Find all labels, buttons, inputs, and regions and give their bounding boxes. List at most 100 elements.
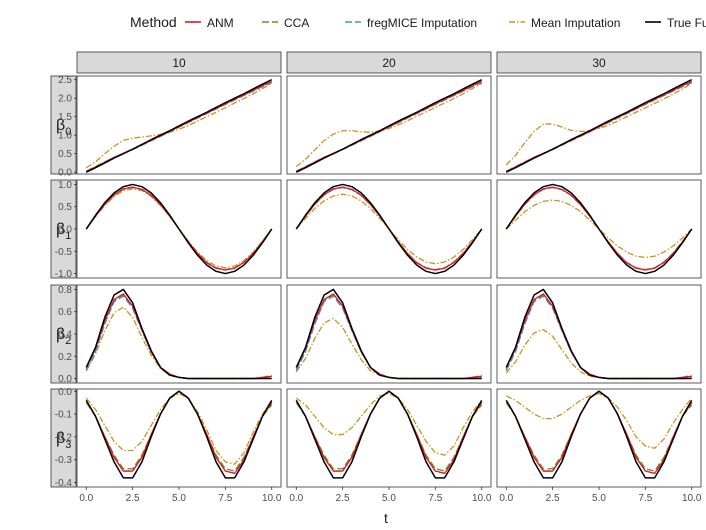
x-tick-label: 7.5 [218, 493, 232, 504]
strip-box [50, 284, 77, 384]
y-tick-label: 0.0 [58, 374, 72, 385]
legend-title: Method [130, 14, 177, 30]
series-line-mean-imputation [505, 392, 693, 449]
series-line-true-function [505, 79, 693, 173]
x-tick-label: 7.5 [638, 493, 652, 504]
x-tick-label: 5.0 [172, 493, 186, 504]
row-strips: β0 β1 β2 β3 [50, 75, 77, 488]
y-tick-label: 1.5 [58, 112, 72, 123]
y-tick-label: 0.8 [58, 285, 72, 296]
panel-frame [286, 284, 492, 384]
column-strip-10: 10 [76, 51, 282, 74]
y-tick-label: 0.6 [58, 307, 72, 318]
panel-frame [76, 388, 282, 488]
legend-item-mean-imputation: Mean Imputation [509, 16, 620, 30]
strip-box [286, 51, 492, 74]
series-line-true-function [295, 183, 483, 275]
x-tick-label: 7.5 [428, 493, 442, 504]
row-strip-0: β0 [50, 75, 77, 175]
series-line-true-function [505, 288, 692, 380]
x-tick-label: 5.0 [592, 493, 606, 504]
x-tick-label: 2.5 [126, 493, 140, 504]
x-tick-label: 5.0 [382, 493, 396, 504]
row-strip-3: β3 [50, 388, 77, 488]
y-tick-label: 0.0 [58, 168, 72, 179]
series-line-mean-imputation [295, 392, 483, 456]
panel-frame [286, 388, 492, 488]
panel-frame [76, 284, 282, 384]
legend: Method ANM CCA fregMICE Imputation Mean Imp… [130, 14, 706, 30]
panel-2-20 [286, 284, 492, 384]
y-tick-label: -1.0 [55, 269, 73, 280]
series-line-mean-imputation [295, 82, 483, 168]
legend-label: CCA [284, 16, 309, 30]
panel-1-20 [286, 179, 492, 279]
y-tick-label: 0.2 [58, 352, 72, 363]
panel-3-10: -0.4 -0.3 -0.2 -0.1 0.0 0.0 2.5 5.0 7.5 10.0 [55, 387, 282, 504]
panel-0-10: 0.0 0.5 1.0 1.5 2.0 2.5 [58, 75, 282, 179]
legend-item-true-function: True Function [645, 16, 706, 30]
column-strip-30: 30 [496, 51, 702, 74]
series-line-true-function [85, 79, 273, 173]
row-strip-2: β2 [50, 284, 77, 384]
legend-label: fregMICE Imputation [367, 16, 477, 30]
strip-label: β0 [56, 117, 71, 138]
series-line-true-function [295, 79, 483, 173]
x-tick-label: 10.0 [262, 493, 282, 504]
series-line-true-function [505, 390, 693, 479]
x-tick-label: 2.5 [336, 493, 350, 504]
legend-item-anm: ANM [185, 16, 234, 30]
y-tick-label: -0.2 [55, 432, 73, 443]
panel-3-30: 0.0 2.5 5.0 7.5 10.0 [496, 388, 702, 504]
y-tick-label: -0.1 [55, 410, 73, 421]
strip-box [50, 75, 77, 175]
legend-item-cca: CCA [262, 16, 309, 30]
legend-label: True Function [667, 16, 706, 30]
panel-2-30 [496, 284, 702, 384]
strip-label: β1 [56, 221, 71, 242]
strip-label: 20 [382, 56, 396, 70]
series-line-mean-imputation [85, 82, 273, 169]
x-axis-label: t [384, 510, 388, 526]
series-line-true-function [85, 183, 273, 275]
strip-box [76, 51, 282, 74]
panel-2-10: 0.0 0.2 0.4 0.6 0.8 [58, 284, 282, 385]
series-line-true-function [295, 288, 482, 380]
series-line-true-function [505, 183, 693, 275]
strip-label: β3 [56, 430, 71, 451]
strip-box [50, 388, 77, 488]
panels: 0.00.51.01.52.02.5-1.0-0.50.00.51.00.00.… [55, 75, 702, 504]
x-tick-label: 10.0 [682, 493, 702, 504]
legend-item-fregmice-imputation: fregMICE Imputation [345, 16, 477, 30]
y-tick-label: 2.0 [58, 94, 72, 105]
series-line-mean-imputation [505, 82, 693, 166]
x-tick-label: 0.0 [79, 493, 93, 504]
x-tick-label: 0.0 [289, 493, 303, 504]
strip-box [496, 51, 702, 74]
y-tick-label: -0.4 [55, 478, 73, 489]
panel-0-20 [286, 75, 492, 175]
y-tick-label: 1.0 [58, 131, 72, 142]
series-line-true-function [85, 288, 272, 380]
panel-3-20: 0.0 2.5 5.0 7.5 10.0 [286, 388, 492, 504]
column-strip-20: 20 [286, 51, 492, 74]
y-tick-label: 0.5 [58, 202, 72, 213]
y-tick-label: -0.5 [55, 247, 73, 258]
panel-1-30 [496, 179, 702, 279]
y-tick-label: 0.4 [58, 330, 72, 341]
x-tick-label: 2.5 [546, 493, 560, 504]
x-tick-label: 0.0 [499, 493, 513, 504]
strip-label: 10 [172, 56, 186, 70]
panel-0-30 [496, 75, 702, 175]
panel-frame [496, 284, 702, 384]
panel-frame [496, 388, 702, 488]
column-strips: 10 20 30 [76, 51, 702, 74]
series-line-true-function [295, 390, 483, 479]
legend-label: ANM [207, 16, 234, 30]
panel-1-10: -1.0 -0.5 0.0 0.5 1.0 [55, 179, 282, 280]
series-line-true-function [85, 390, 273, 479]
strip-label: β2 [56, 326, 71, 347]
strip-label: 30 [592, 56, 606, 70]
y-tick-label: 1.0 [58, 180, 72, 191]
